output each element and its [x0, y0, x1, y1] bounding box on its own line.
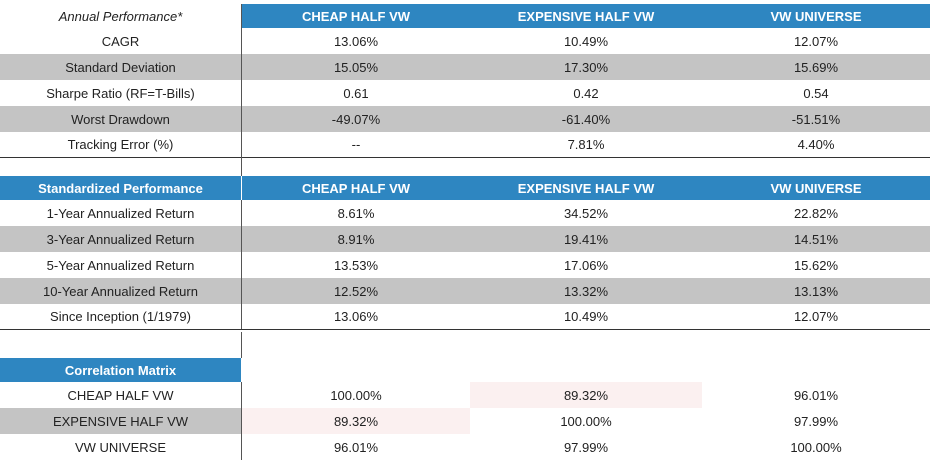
cell-value: 15.69% [793, 59, 839, 75]
column-header-universe: VW UNIVERSE [702, 176, 930, 200]
cell-value: -51.51% [791, 111, 841, 127]
row-label: Sharpe Ratio (RF=T-Bills) [0, 80, 242, 106]
column-header-expensive: EXPENSIVE HALF VW [470, 358, 702, 382]
standardized-title: Standardized Performance [0, 176, 242, 200]
cell-value: 97.99% [702, 408, 930, 434]
cell-value: 17.30% [563, 59, 609, 75]
table-row: 5-Year Annualized Return 13.53% 17.06% 1… [0, 252, 930, 278]
cell-value: 100.00% [242, 382, 470, 408]
section-spacer [0, 332, 242, 358]
cell-value: 8.61% [337, 205, 375, 221]
row-label: VW UNIVERSE [0, 434, 242, 460]
column-header-universe: VW UNIVERSE [702, 358, 930, 382]
row-label: CHEAP HALF VW [0, 382, 242, 408]
table-row: 1-Year Annualized Return 8.61% 34.52% 22… [0, 200, 930, 226]
row-label: Standard Deviation [0, 54, 242, 80]
cell-value: 15.05% [333, 59, 379, 75]
section-spacer [0, 150, 242, 176]
cell-value: 0.61 [343, 85, 369, 101]
cell-value: 12.52% [333, 283, 379, 299]
cell-value: 89.32% [470, 382, 702, 408]
correlation-header-row: Correlation Matrix CHEAP HALF VW EXPENSI… [0, 358, 930, 382]
cell-value: 22.82% [793, 205, 839, 221]
cell-value: 0.54 [803, 85, 829, 101]
cell-value: 12.07% [793, 309, 839, 324]
cell-value: 13.06% [333, 33, 379, 49]
cell-value: 17.06% [563, 257, 609, 273]
column-header-universe: VW UNIVERSE [702, 4, 930, 28]
row-label: 5-Year Annualized Return [0, 252, 242, 278]
column-header-expensive: EXPENSIVE HALF VW [470, 4, 702, 28]
table-row: VW UNIVERSE 96.01% 97.99% 100.00% [0, 434, 930, 460]
cell-value: 19.41% [563, 231, 609, 247]
cell-value: 10.49% [563, 309, 609, 324]
cell-value: 89.32% [242, 408, 470, 434]
cell-value: 10.49% [563, 33, 609, 49]
cell-value: 12.07% [793, 33, 839, 49]
cell-value: 13.32% [563, 283, 609, 299]
table-row: 10-Year Annualized Return 12.52% 13.32% … [0, 278, 930, 304]
cell-value: 96.01% [242, 434, 470, 460]
cell-value: -61.40% [561, 111, 611, 127]
cell-value: 4.40% [797, 137, 835, 152]
table-row: Standard Deviation 15.05% 17.30% 15.69% [0, 54, 930, 80]
row-label: 10-Year Annualized Return [0, 278, 242, 304]
table-row: CAGR 13.06% 10.49% 12.07% [0, 28, 930, 54]
cell-value: -- [351, 137, 361, 152]
cell-value: 13.13% [793, 283, 839, 299]
cell-value: 0.42 [573, 85, 599, 101]
row-label: CAGR [0, 28, 242, 54]
row-label: 3-Year Annualized Return [0, 226, 242, 252]
correlation-title: Correlation Matrix [0, 358, 242, 382]
row-label: 1-Year Annualized Return [0, 200, 242, 226]
cell-value: 15.62% [793, 257, 839, 273]
table-row: Worst Drawdown -49.07% -61.40% -51.51% [0, 106, 930, 132]
cell-value: 100.00% [702, 434, 930, 460]
column-header-expensive: EXPENSIVE HALF VW [470, 176, 702, 200]
cell-value: 13.53% [333, 257, 379, 273]
annual-title: Annual Performance* [0, 4, 242, 28]
cell-value: 96.01% [702, 382, 930, 408]
row-label: EXPENSIVE HALF VW [0, 408, 242, 434]
table-row: 3-Year Annualized Return 8.91% 19.41% 14… [0, 226, 930, 252]
cell-value: 14.51% [793, 231, 839, 247]
row-label: Worst Drawdown [0, 106, 242, 132]
correlation-matrix-table: Correlation Matrix CHEAP HALF VW EXPENSI… [0, 358, 930, 460]
cell-value: 100.00% [470, 408, 702, 434]
annual-performance-table: Annual Performance* CHEAP HALF VW EXPENS… [0, 4, 930, 158]
standardized-header-row: Standardized Performance CHEAP HALF VW E… [0, 176, 930, 200]
cell-value: 34.52% [563, 205, 609, 221]
table-row: Tracking Error (%) -- 7.81% 4.40% [0, 132, 930, 158]
standardized-performance-table: Standardized Performance CHEAP HALF VW E… [0, 176, 930, 330]
column-header-cheap: CHEAP HALF VW [242, 176, 470, 200]
table-row: CHEAP HALF VW 100.00% 89.32% 96.01% [0, 382, 930, 408]
cell-value: -49.07% [331, 111, 381, 127]
cell-value: 7.81% [567, 137, 605, 152]
column-header-cheap: CHEAP HALF VW [242, 358, 470, 382]
annual-header-row: Annual Performance* CHEAP HALF VW EXPENS… [0, 4, 930, 28]
row-label: Since Inception (1/1979) [0, 304, 242, 329]
table-row: Since Inception (1/1979) 13.06% 10.49% 1… [0, 304, 930, 330]
table-row: Sharpe Ratio (RF=T-Bills) 0.61 0.42 0.54 [0, 80, 930, 106]
table-row: EXPENSIVE HALF VW 89.32% 100.00% 97.99% [0, 408, 930, 434]
cell-value: 97.99% [470, 434, 702, 460]
cell-value: 13.06% [333, 309, 379, 324]
row-label: Tracking Error (%) [0, 132, 242, 157]
cell-value: 8.91% [337, 231, 375, 247]
column-header-cheap: CHEAP HALF VW [242, 4, 470, 28]
